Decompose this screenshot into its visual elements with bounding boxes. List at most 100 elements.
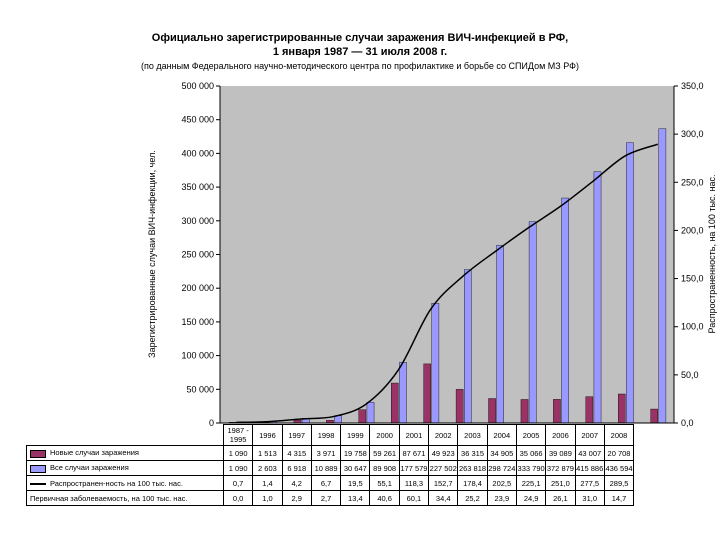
- bar-all-7: [464, 269, 472, 424]
- bar-all-8: [496, 244, 504, 424]
- table-cell-2-4: 19,5: [340, 475, 371, 491]
- table-cell-3-11: 26,1: [545, 490, 576, 506]
- table-cell-1-0: 1 090: [222, 460, 254, 476]
- table-cell-1-5: 89 908: [369, 460, 400, 476]
- table-cell-0-11: 39 089: [545, 445, 576, 461]
- bar-all-13: [658, 128, 667, 424]
- table-cell-3-8: 25,2: [457, 490, 488, 506]
- table-cell-0-0: 1 090: [222, 445, 254, 461]
- right-tick-label-5: 250,0: [681, 177, 704, 187]
- category-label-11: 2006: [545, 424, 576, 446]
- y-right-axis-label: Распространенность, на 100 тыс. нас.: [707, 174, 717, 333]
- right-tick-label-0: 0,0: [681, 418, 694, 428]
- bar-all-11: [593, 171, 602, 424]
- right-tick-label-6: 300,0: [681, 129, 704, 139]
- table-cell-3-9: 23,9: [486, 490, 517, 506]
- table-cell-3-12: 31,0: [574, 490, 605, 506]
- table-cell-3-0: 0,0: [222, 490, 254, 506]
- table-cell-3-4: 13,4: [340, 490, 371, 506]
- table-row-incidence: Первичная заболеваемость, на 100 тыс. на…: [26, 490, 635, 506]
- bar-all-6: [431, 303, 440, 424]
- table-cell-0-10: 35 066: [515, 445, 547, 461]
- bar-all-4: [366, 402, 375, 424]
- chart-title-line2: 1 января 1987 — 31 июля 2008 г.: [272, 46, 448, 58]
- category-label-2: 1997: [281, 424, 312, 446]
- bar-new-7: [455, 389, 464, 424]
- table-cell-2-1: 1,4: [252, 475, 283, 491]
- table-cell-2-3: 6,7: [310, 475, 342, 491]
- bar-new-4: [358, 409, 367, 424]
- table-cell-3-6: 60,1: [398, 490, 430, 506]
- chart-title-line1: Официально зарегистрированные случаи зар…: [151, 32, 569, 44]
- bar-new-5: [391, 382, 399, 424]
- row-label-incidence: Первичная заболеваемость, на 100 тыс. на…: [26, 490, 224, 506]
- left-tick-label-10: 500 000: [181, 81, 214, 91]
- table-row-all: Все случаи заражения 1 090 2 603 6 918 10 8…: [26, 460, 635, 476]
- bar-new-11: [585, 396, 594, 424]
- bar-all-10: [561, 197, 569, 424]
- bar-new-6: [423, 363, 431, 424]
- table-cell-1-6: 177 579: [398, 460, 430, 476]
- left-tick-label-6: 300 000: [181, 216, 214, 226]
- table-cell-2-10: 225,1: [515, 475, 547, 491]
- table-cell-3-1: 1,0: [252, 490, 283, 506]
- left-tick-label-5: 250 000: [181, 250, 214, 260]
- table-cell-0-13: 20 708: [603, 445, 635, 461]
- bar-all-12: [626, 142, 634, 424]
- category-label-0: 1987 -1995: [222, 424, 254, 446]
- row-label-prevalence: Распространен-ность на 100 тыс. нас.: [26, 475, 224, 491]
- table-cell-0-7: 49 923: [428, 445, 459, 461]
- right-tick-label-2: 100,0: [681, 322, 704, 332]
- table-cell-2-0: 0,7: [222, 475, 254, 491]
- category-label-13: 2008: [603, 424, 635, 446]
- left-tick-label-7: 350 000: [181, 182, 214, 192]
- category-label-3: 1998: [310, 424, 342, 446]
- bar-new-9: [520, 399, 529, 424]
- table-cell-1-8: 263 818: [457, 460, 488, 476]
- table-cell-1-9: 298 724: [486, 460, 517, 476]
- table-cell-2-6: 118,3: [398, 475, 430, 491]
- left-tick-label-0: 0: [209, 418, 214, 428]
- hiv-chart: 0 50 000 100 000 150 000 200 000 250 000 300 0…: [147, 81, 717, 428]
- left-tick-label-3: 150 000: [181, 317, 214, 327]
- table-cell-1-2: 6 918: [281, 460, 312, 476]
- table-cell-0-9: 34 905: [486, 445, 517, 461]
- table-cell-1-1: 2 603: [252, 460, 283, 476]
- table-cell-1-13: 436 594: [603, 460, 635, 476]
- left-tick-label-2: 100 000: [181, 351, 214, 361]
- category-label-10: 2005: [515, 424, 547, 446]
- data-table: 1987 -1995 1996 1997 1998 1999 2000 2001 2002 20…: [26, 424, 635, 506]
- legend-swatch-all: [30, 464, 46, 473]
- table-row-new: Новые случаи заражения 1 090 1 513 4 315 3 …: [26, 445, 635, 461]
- category-label-1: 1996: [252, 424, 283, 446]
- left-tick-label-9: 450 000: [181, 115, 214, 125]
- category-label-9: 2004: [486, 424, 517, 446]
- table-cell-2-9: 202,5: [486, 475, 517, 491]
- table-cell-3-13: 14,7: [603, 490, 635, 506]
- bar-all-5: [399, 362, 407, 424]
- table-cell-2-11: 251,0: [545, 475, 576, 491]
- table-cell-1-3: 10 889: [310, 460, 342, 476]
- row-label-all: Все случаи заражения: [26, 460, 224, 476]
- table-cell-0-1: 1 513: [252, 445, 283, 461]
- table-cell-3-10: 24,9: [515, 490, 547, 506]
- prevalence-line: [236, 143, 659, 424]
- table-cell-2-8: 178,4: [457, 475, 488, 491]
- table-cell-0-2: 4 315: [281, 445, 312, 461]
- table-cell-1-12: 415 886: [574, 460, 605, 476]
- table-cell-1-4: 30 647: [340, 460, 371, 476]
- bar-all-9: [528, 221, 537, 424]
- bar-new-13: [650, 408, 658, 424]
- row-label-new: Новые случаи заражения: [26, 445, 224, 461]
- category-label-8: 2003: [457, 424, 488, 446]
- table-cell-0-8: 36 315: [457, 445, 488, 461]
- table-cell-0-4: 19 758: [340, 445, 371, 461]
- category-label-5: 2000: [369, 424, 400, 446]
- table-cell-0-5: 59 261: [369, 445, 400, 461]
- bar-new-10: [553, 399, 561, 424]
- legend-swatch-new: [30, 449, 46, 458]
- bar-new-12: [618, 393, 626, 424]
- table-cell-2-7: 152,7: [428, 475, 459, 491]
- table-cell-3-5: 40,6: [369, 490, 400, 506]
- table-row-prevalence: Распространен-ность на 100 тыс. нас. 0,7…: [26, 475, 635, 491]
